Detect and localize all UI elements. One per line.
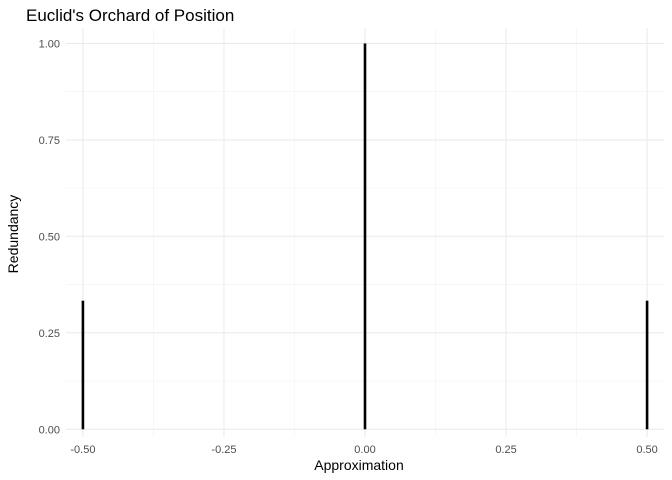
y-tick-label: 0.75 — [39, 135, 60, 147]
x-tick-label: -0.25 — [211, 444, 236, 456]
bar — [363, 43, 367, 430]
y-tick-label: 1.00 — [39, 38, 60, 50]
bar — [645, 300, 649, 430]
bars — [81, 43, 649, 430]
y-axis-ticks: 0.00 0.25 0.50 0.75 1.00 — [39, 38, 60, 436]
x-tick-label: 0.25 — [495, 444, 516, 456]
y-tick-label: 0.00 — [39, 424, 60, 436]
x-tick-label: 0.50 — [636, 444, 657, 456]
y-tick-label: 0.50 — [39, 231, 60, 243]
x-tick-label: -0.50 — [70, 444, 95, 456]
bar — [81, 300, 85, 430]
x-axis-title: Approximation — [314, 457, 404, 473]
y-axis-title: Redundancy — [5, 195, 21, 274]
x-tick-label: 0.00 — [354, 444, 375, 456]
x-axis-ticks: -0.50 -0.25 0.00 0.25 0.50 — [70, 444, 657, 456]
chart-title: Euclid's Orchard of Position — [26, 6, 234, 25]
y-tick-label: 0.25 — [39, 328, 60, 340]
